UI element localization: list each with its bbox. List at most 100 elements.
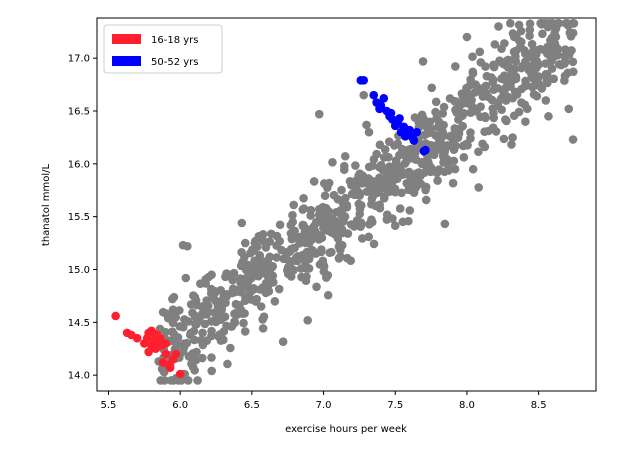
data-point-other <box>265 237 275 246</box>
data-point-other <box>184 317 193 326</box>
data-point-other <box>306 205 316 215</box>
data-point-other <box>203 301 213 311</box>
data-point-other <box>227 288 237 298</box>
data-point-other <box>393 174 402 184</box>
data-point-other <box>286 220 296 230</box>
data-point-other <box>517 84 526 94</box>
data-point-other <box>380 145 390 154</box>
data-point-other <box>207 353 216 362</box>
data-point-other <box>474 183 484 192</box>
data-point-other <box>362 120 371 130</box>
data-point-other <box>261 288 271 298</box>
data-point-other <box>449 156 459 166</box>
data-point-other <box>438 109 448 118</box>
x-tick-label: 5.5 <box>101 400 117 411</box>
data-point-other <box>538 29 547 39</box>
y-tick-label: 15.5 <box>68 212 90 223</box>
data-point-other <box>447 131 456 140</box>
data-point-other <box>249 246 259 256</box>
data-point-other <box>207 284 216 294</box>
data-point-other <box>546 36 555 45</box>
data-point-other <box>309 177 319 186</box>
data-point-other <box>450 164 460 174</box>
data-point-other <box>201 279 210 288</box>
data-point-other <box>248 266 258 276</box>
data-point-other <box>509 111 519 121</box>
data-point-other <box>303 316 313 325</box>
data-point-50-52-yrs <box>405 125 414 135</box>
data-point-other <box>418 57 428 66</box>
data-point-other <box>160 376 169 385</box>
data-point-other <box>510 87 520 97</box>
data-point-50-52-yrs <box>359 76 369 85</box>
data-point-other <box>168 305 178 314</box>
data-point-other <box>532 91 542 101</box>
data-point-other <box>560 59 569 68</box>
data-point-other <box>501 96 511 105</box>
x-axis-ticks: 5.5 6.0 6.5 7.0 7.5 8.0 8.5 <box>101 391 547 411</box>
data-point-other <box>323 290 333 300</box>
data-point-other <box>521 117 530 126</box>
points-layer <box>111 18 579 385</box>
data-point-other <box>290 243 299 253</box>
data-point-other <box>235 300 244 310</box>
data-point-other <box>311 217 321 227</box>
data-point-other <box>322 183 332 192</box>
data-point-other <box>480 142 490 152</box>
data-point-other <box>228 275 237 285</box>
data-point-other <box>236 287 246 297</box>
data-point-other <box>455 124 465 133</box>
data-point-other <box>364 127 374 137</box>
data-point-other <box>369 155 379 164</box>
data-point-other <box>191 311 200 321</box>
data-point-16-18-yrs <box>132 333 142 343</box>
data-point-other <box>419 114 428 124</box>
data-point-other <box>341 193 350 203</box>
data-point-other <box>301 263 310 273</box>
data-point-other <box>395 204 405 213</box>
data-point-other <box>299 220 308 230</box>
data-point-other <box>321 203 331 213</box>
data-point-other <box>351 161 360 170</box>
data-point-other <box>568 57 578 67</box>
data-point-other <box>292 256 302 266</box>
data-point-other <box>359 178 368 188</box>
data-point-16-18-yrs <box>171 349 181 359</box>
data-point-other <box>270 296 280 306</box>
data-point-other <box>540 18 550 28</box>
data-point-other <box>499 71 509 80</box>
data-point-other <box>328 157 337 167</box>
data-point-other <box>490 40 500 49</box>
data-point-other <box>237 247 246 257</box>
data-point-50-52-yrs <box>400 132 410 141</box>
data-point-other <box>564 104 574 114</box>
data-point-other <box>357 234 367 243</box>
data-point-other <box>214 332 223 341</box>
data-point-other <box>465 80 475 90</box>
y-tick-label: 17.0 <box>68 54 90 65</box>
data-point-other <box>525 25 535 35</box>
data-point-other <box>439 102 449 112</box>
data-point-other <box>431 107 440 117</box>
data-point-other <box>333 194 343 204</box>
data-point-other <box>547 64 557 73</box>
data-point-other <box>505 18 515 28</box>
data-point-other <box>243 277 253 286</box>
data-point-other <box>414 168 424 177</box>
data-point-other <box>340 151 350 161</box>
data-point-other <box>439 158 448 167</box>
data-point-other <box>264 280 274 290</box>
data-point-other <box>157 364 167 374</box>
data-point-other <box>232 308 241 317</box>
data-point-other <box>181 273 191 283</box>
data-point-other <box>451 62 460 71</box>
data-point-other <box>198 340 208 350</box>
data-point-other <box>486 73 496 82</box>
data-point-other <box>200 319 210 329</box>
data-point-other <box>359 90 369 100</box>
data-point-other <box>445 94 455 103</box>
data-point-other <box>175 306 184 315</box>
legend-label-16-18-yrs: 16-18 yrs <box>151 35 198 46</box>
data-point-other <box>480 111 490 121</box>
data-point-other <box>451 106 461 115</box>
